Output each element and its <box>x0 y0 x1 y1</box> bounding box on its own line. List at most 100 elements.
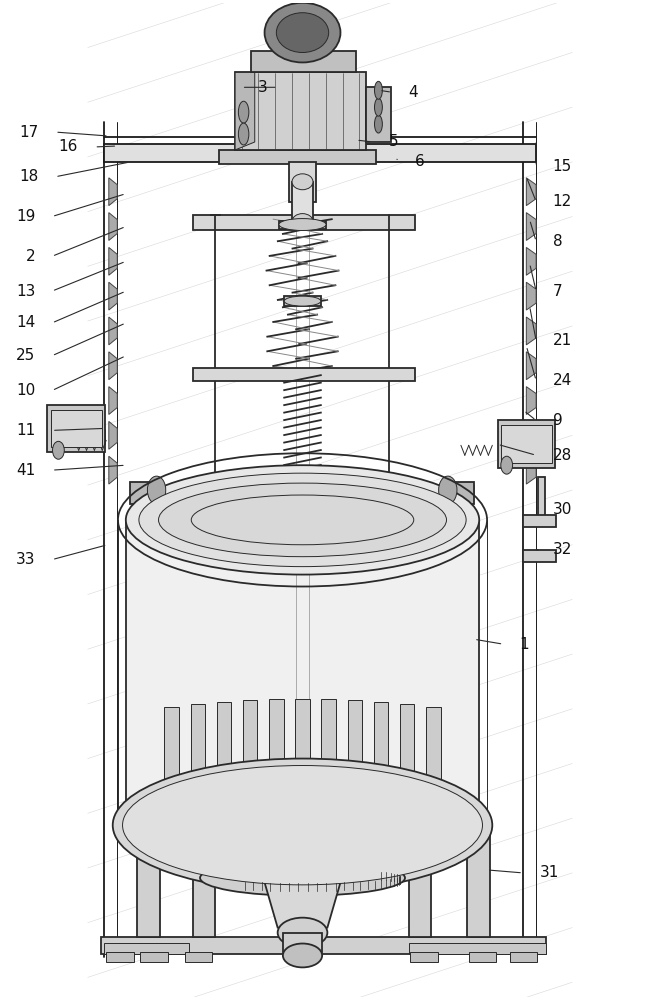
Ellipse shape <box>259 506 267 514</box>
Polygon shape <box>526 352 536 380</box>
Text: 13: 13 <box>16 284 36 299</box>
Polygon shape <box>235 72 255 150</box>
Ellipse shape <box>374 98 382 116</box>
Text: 2: 2 <box>26 249 36 264</box>
Text: 31: 31 <box>539 865 559 880</box>
Bar <box>374 702 388 798</box>
Bar <box>51 410 102 447</box>
Ellipse shape <box>238 101 249 123</box>
Ellipse shape <box>126 768 479 878</box>
Bar <box>523 550 556 562</box>
Polygon shape <box>526 247 536 275</box>
Bar <box>283 933 322 952</box>
Bar <box>193 368 415 381</box>
Ellipse shape <box>126 465 479 575</box>
Bar <box>295 699 310 798</box>
Bar <box>510 952 537 962</box>
Bar <box>501 425 552 463</box>
Ellipse shape <box>501 456 513 474</box>
Bar <box>193 827 215 937</box>
Bar <box>101 937 546 954</box>
Bar <box>445 482 474 504</box>
Polygon shape <box>526 282 536 310</box>
Polygon shape <box>235 72 366 150</box>
Bar <box>193 497 415 510</box>
Text: 24: 24 <box>552 373 572 388</box>
Text: 25: 25 <box>16 348 36 363</box>
Polygon shape <box>109 456 117 484</box>
Bar <box>191 704 205 798</box>
Bar <box>469 952 496 962</box>
Bar <box>411 952 438 962</box>
Bar <box>104 144 536 162</box>
Bar <box>284 296 321 306</box>
Ellipse shape <box>158 483 447 557</box>
Text: 17: 17 <box>20 125 39 140</box>
Bar <box>243 700 257 798</box>
Text: 7: 7 <box>552 284 562 299</box>
Polygon shape <box>526 213 536 240</box>
Text: 4: 4 <box>409 85 418 100</box>
Ellipse shape <box>326 517 334 524</box>
Polygon shape <box>526 456 536 484</box>
Bar <box>164 707 179 798</box>
Bar <box>185 952 213 962</box>
Text: 28: 28 <box>552 448 572 463</box>
Ellipse shape <box>374 115 382 133</box>
Text: 9: 9 <box>552 413 562 428</box>
Polygon shape <box>109 387 117 414</box>
Ellipse shape <box>257 492 348 528</box>
Text: 12: 12 <box>552 194 572 209</box>
Bar <box>498 420 555 468</box>
Ellipse shape <box>113 759 492 892</box>
Polygon shape <box>126 520 479 823</box>
Text: 19: 19 <box>16 209 36 224</box>
Bar <box>106 952 134 962</box>
Bar <box>279 221 326 229</box>
Bar <box>400 704 414 798</box>
Ellipse shape <box>271 495 279 503</box>
Ellipse shape <box>284 296 321 306</box>
Bar <box>292 182 313 222</box>
Text: 30: 30 <box>552 502 572 517</box>
Text: 10: 10 <box>16 383 36 398</box>
Polygon shape <box>131 485 206 495</box>
Polygon shape <box>263 878 342 928</box>
Bar <box>269 699 284 798</box>
Ellipse shape <box>267 497 339 523</box>
Text: 3: 3 <box>258 80 268 95</box>
Bar <box>409 943 546 954</box>
Bar <box>131 482 160 504</box>
Ellipse shape <box>292 174 313 190</box>
Polygon shape <box>526 421 536 449</box>
Bar <box>104 943 189 954</box>
Ellipse shape <box>277 13 329 52</box>
Ellipse shape <box>326 495 334 503</box>
Ellipse shape <box>292 214 313 230</box>
Text: 16: 16 <box>59 139 78 154</box>
Ellipse shape <box>123 766 482 885</box>
Ellipse shape <box>238 123 249 145</box>
Text: 15: 15 <box>552 159 572 174</box>
Polygon shape <box>399 485 474 495</box>
Polygon shape <box>109 421 117 449</box>
Ellipse shape <box>298 521 306 529</box>
Ellipse shape <box>139 473 466 567</box>
Polygon shape <box>109 282 117 310</box>
Text: 1: 1 <box>520 637 529 652</box>
Polygon shape <box>526 317 536 345</box>
Polygon shape <box>170 838 435 878</box>
Bar <box>366 87 391 142</box>
Text: 18: 18 <box>20 169 39 184</box>
Ellipse shape <box>338 506 346 514</box>
Ellipse shape <box>439 476 457 504</box>
Text: 41: 41 <box>16 463 36 478</box>
Ellipse shape <box>283 944 322 967</box>
Text: 11: 11 <box>16 423 36 438</box>
Bar <box>48 405 105 452</box>
Bar <box>348 700 362 798</box>
Polygon shape <box>109 317 117 345</box>
Ellipse shape <box>271 517 279 524</box>
Text: 6: 6 <box>415 154 425 169</box>
Polygon shape <box>109 178 117 206</box>
